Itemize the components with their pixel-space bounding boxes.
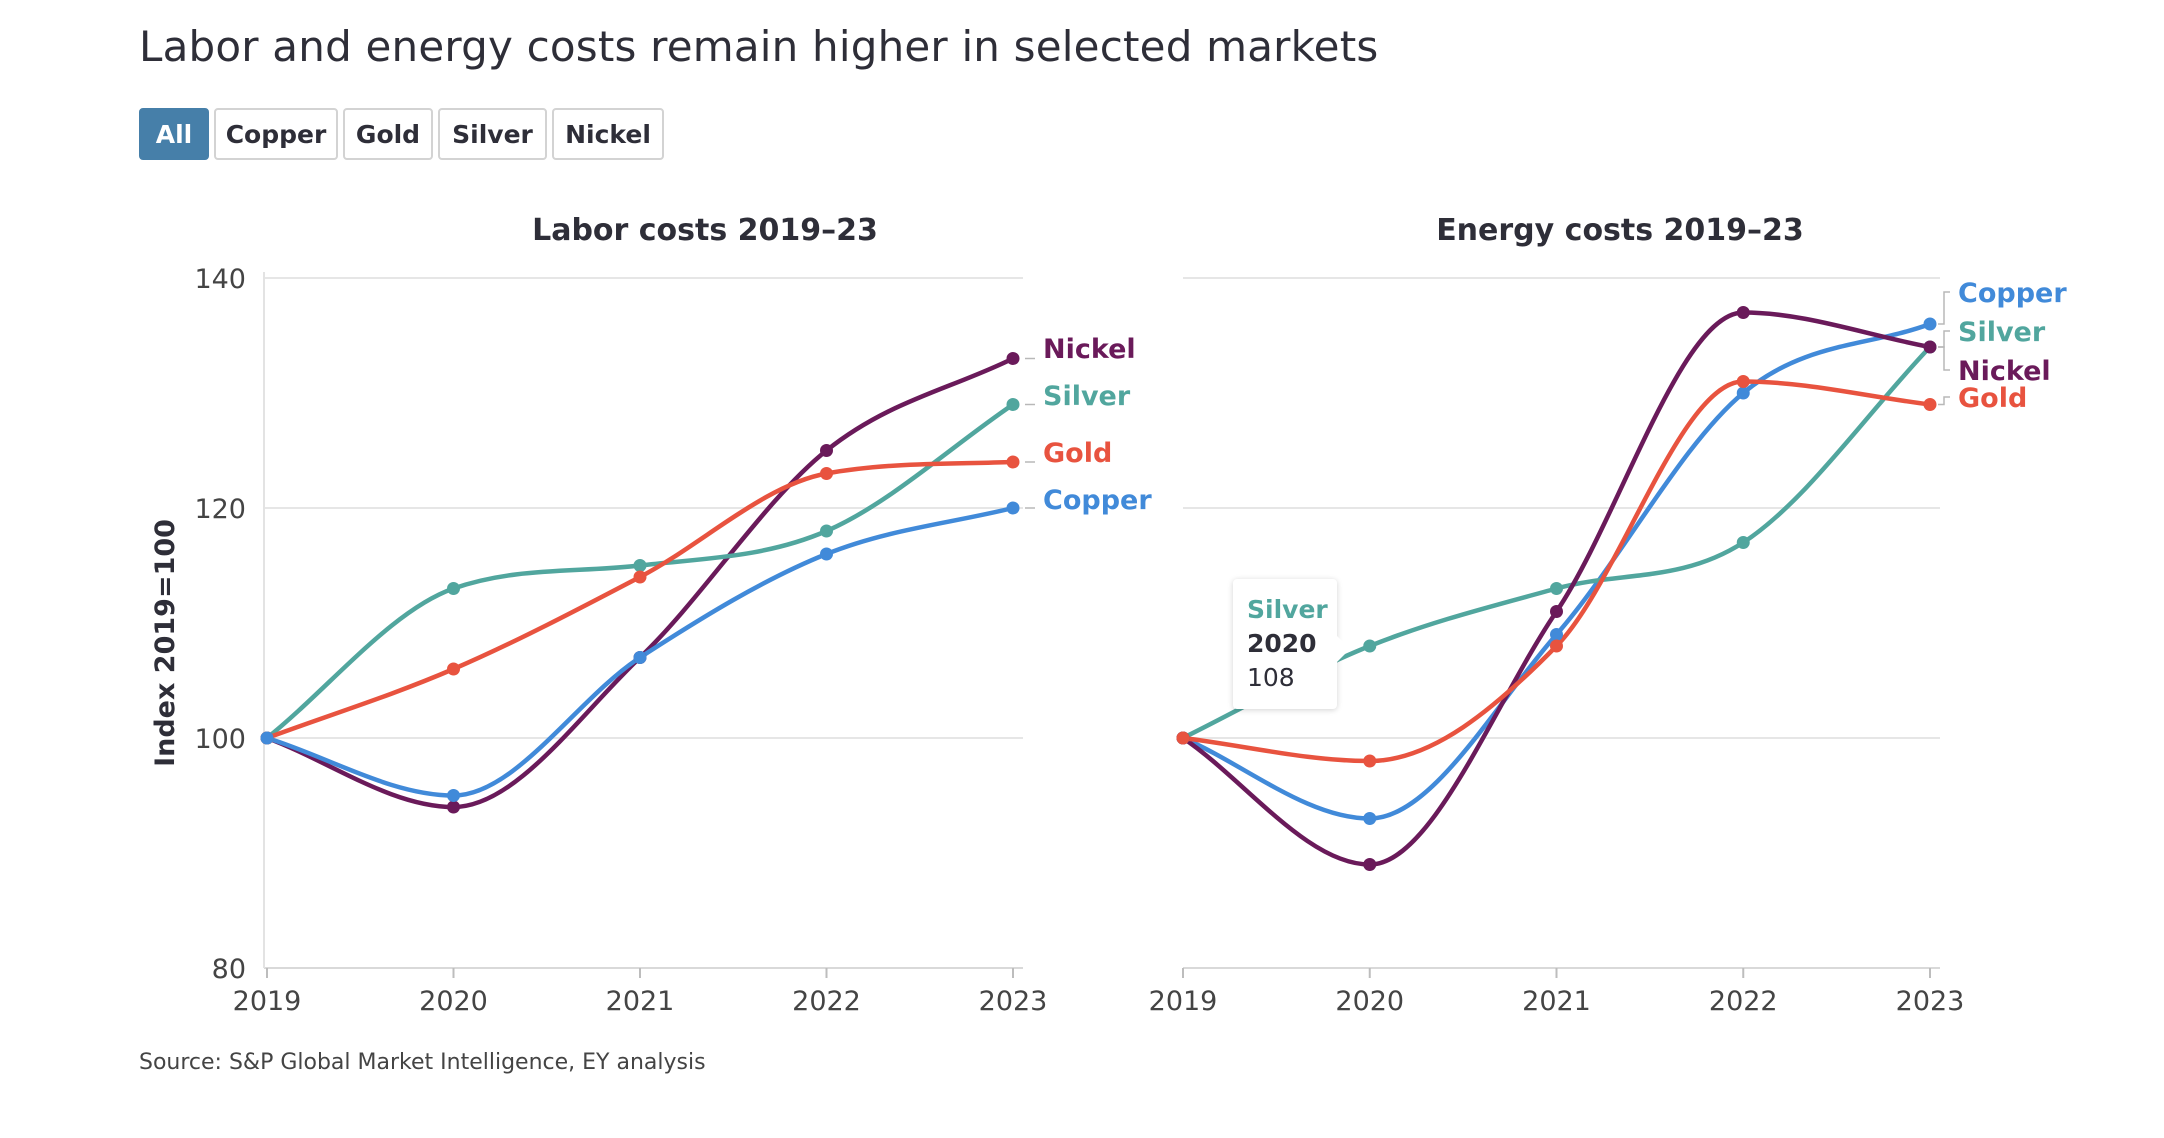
energy-x-tick-label-2023: 2023 <box>1896 986 1965 1017</box>
labor-point-copper-2023 <box>1006 501 1020 515</box>
energy-point-silver-2021 <box>1550 582 1563 595</box>
energy-series-label-nickel: Nickel <box>1958 356 2051 387</box>
labor-point-nickel-2020 <box>447 800 460 814</box>
data-tooltip: Silver 2020 108 <box>1233 579 1350 709</box>
energy-label-connector-gold <box>1938 396 1950 406</box>
labor-point-copper-2021 <box>633 651 647 664</box>
energy-point-copper-2021 <box>1550 628 1563 641</box>
labor-x-tick-label-2021: 2021 <box>606 986 675 1017</box>
labor-series-label-copper: Copper <box>1043 485 1152 516</box>
energy-point-gold-2022 <box>1736 375 1750 388</box>
energy-point-nickel-2023 <box>1923 340 1937 354</box>
labor-chart-title: Labor costs 2019–23 <box>532 213 878 248</box>
labor-x-tick-label-2019: 2019 <box>233 986 302 1017</box>
labor-point-gold-2022 <box>820 467 833 480</box>
energy-point-copper-2020 <box>1363 812 1377 825</box>
labor-point-copper-2019 <box>260 731 274 745</box>
energy-x-tick-label-2022: 2022 <box>1709 986 1778 1017</box>
filter-all-button[interactable]: All <box>139 108 209 160</box>
source-note: Source: S&P Global Market Intelligence, … <box>139 1050 706 1075</box>
labor-point-copper-2022 <box>820 547 833 561</box>
labor-line-gold <box>264 459 1016 741</box>
energy-series-label-gold: Gold <box>1958 383 2027 414</box>
metal-filter-group: All Copper Gold Silver Nickel <box>139 108 664 160</box>
labor-y-tick-label-80: 80 <box>212 954 246 985</box>
energy-point-nickel-2022 <box>1736 306 1750 319</box>
energy-line-copper <box>1180 321 1933 821</box>
energy-point-gold-2020 <box>1363 754 1377 768</box>
labor-series-label-nickel: Nickel <box>1043 334 1136 365</box>
labor-x-tick-label-2020: 2020 <box>419 986 488 1017</box>
energy-label-connector-copper <box>1938 291 1950 325</box>
labor-x-tick-label-2023: 2023 <box>979 986 1048 1017</box>
energy-label-connector-nickel <box>1938 346 1950 371</box>
energy-point-copper-2023 <box>1923 317 1937 331</box>
energy-point-silver-2020 <box>1363 639 1377 653</box>
labor-point-silver-2020 <box>447 582 460 595</box>
energy-point-gold-2023 <box>1923 398 1937 411</box>
filter-nickel-button[interactable]: Nickel <box>552 108 664 160</box>
labor-point-gold-2023 <box>1006 455 1020 469</box>
energy-point-silver-2022 <box>1736 536 1750 549</box>
tooltip-series: Silver <box>1247 595 1328 624</box>
labor-point-silver-2021 <box>633 559 647 572</box>
energy-point-nickel-2021 <box>1550 605 1563 618</box>
labor-series-label-silver: Silver <box>1043 381 1131 412</box>
labor-point-copper-2020 <box>447 789 460 802</box>
energy-point-copper-2022 <box>1736 386 1750 400</box>
energy-x-tick-label-2019: 2019 <box>1149 986 1218 1017</box>
energy-chart-title: Energy costs 2019–23 <box>1436 213 1804 248</box>
labor-point-silver-2022 <box>820 524 833 538</box>
energy-point-gold-2019 <box>1176 731 1190 745</box>
tooltip-value: 108 <box>1247 663 1295 692</box>
labor-point-gold-2020 <box>447 662 460 676</box>
labor-y-axis-title: Index 2019=100 <box>150 519 181 767</box>
tooltip-year: 2020 <box>1247 629 1317 658</box>
filter-copper-button[interactable]: Copper <box>214 108 338 160</box>
filter-silver-button[interactable]: Silver <box>438 108 547 160</box>
energy-x-tick-label-2020: 2020 <box>1335 986 1404 1017</box>
labor-point-nickel-2022 <box>820 444 833 457</box>
labor-y-tick-label-100: 100 <box>194 724 246 755</box>
energy-point-nickel-2020 <box>1363 858 1377 871</box>
energy-line-gold <box>1180 379 1933 764</box>
labor-point-nickel-2023 <box>1006 352 1020 365</box>
labor-x-tick-label-2022: 2022 <box>792 986 861 1017</box>
energy-label-connector-silver <box>1938 330 1950 348</box>
energy-series-label-silver: Silver <box>1958 317 2046 348</box>
labor-series-label-gold: Gold <box>1043 438 1112 469</box>
labor-y-tick-label-120: 120 <box>194 494 246 525</box>
page-title: Labor and energy costs remain higher in … <box>139 22 1379 71</box>
labor-point-gold-2021 <box>633 570 647 584</box>
labor-y-tick-label-140: 140 <box>194 264 246 295</box>
energy-x-tick-label-2021: 2021 <box>1522 986 1591 1017</box>
filter-gold-button[interactable]: Gold <box>343 108 433 160</box>
energy-point-gold-2021 <box>1550 639 1563 653</box>
labor-point-silver-2023 <box>1006 398 1020 411</box>
energy-series-label-copper: Copper <box>1958 278 2067 309</box>
